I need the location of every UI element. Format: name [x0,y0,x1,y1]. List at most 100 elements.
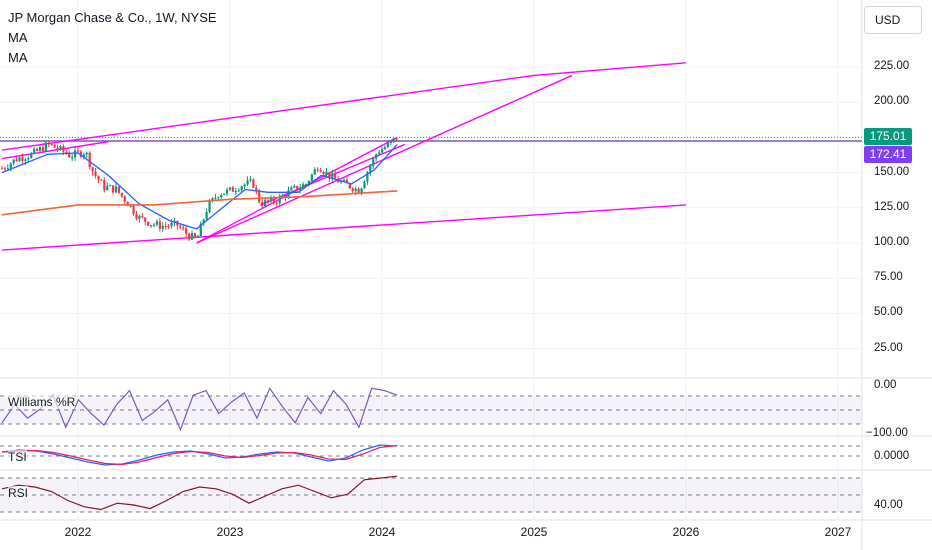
price-axis-tick: 50.00 [874,306,903,319]
candle-body [100,179,103,181]
candle-body [357,188,360,195]
candle-body [299,187,302,191]
candle-body [147,221,150,226]
candle-body [263,200,267,207]
candle-body [342,179,346,182]
candle-body [196,236,199,238]
candle-body [170,222,173,227]
candle-body [231,187,235,192]
candle-body [369,165,372,173]
candle-body [185,228,188,234]
candle-body [65,151,68,154]
candle-body [281,195,284,197]
candle-body [15,159,18,162]
candle-body [293,185,296,188]
price-axis-tick: 75.00 [874,271,903,284]
time-axis-tick: 2023 [216,525,244,539]
candle-body [38,147,42,151]
candle-body [205,211,208,220]
candle-body [380,149,384,153]
candle-body [269,197,273,202]
rsi-line [1,475,398,511]
tsi-line [1,444,398,466]
candle-body [339,181,343,183]
candle-body [331,173,334,179]
candle-body [129,205,132,207]
candle-body [9,163,12,169]
candle-body [27,158,30,160]
candle-body [310,174,313,182]
candle-body [85,152,88,155]
candle-body [111,185,115,193]
candle-body [167,226,170,228]
tsi-signal-line [1,444,398,466]
candle-body [103,180,106,190]
candle-body [71,157,74,159]
candle-body [138,215,141,219]
candle-body [307,181,311,185]
candle-body [351,188,354,192]
candle-body [325,171,328,175]
candle-body [345,179,349,184]
candle-body [47,142,50,145]
candle-body [301,184,305,188]
candle-body [287,190,290,198]
candle-body [59,146,62,150]
ma-price-tag: 172.41 [864,146,912,164]
candle-body [44,142,47,152]
candle-body [348,183,351,189]
symbol-title[interactable]: JP Morgan Chase & Co., 1W, NYSE [8,10,217,25]
candle-body [152,224,156,226]
candle-body [6,168,9,170]
candle-body [179,225,182,228]
ma-slow-line [1,190,398,216]
time-axis-tick: 2026 [672,525,700,539]
price-axis-tick: 125.00 [874,200,910,213]
candle-body [252,179,255,188]
candle-body [149,224,153,226]
trendline [1,204,687,251]
price-axis-tick: 200.00 [874,95,910,108]
candle-body [202,219,205,224]
price-axis-tick: 225.00 [874,60,910,72]
rsi-label[interactable]: RSI [8,486,29,500]
indicator-ma-1[interactable]: MA [8,30,28,45]
candle-body [50,144,53,146]
currency-button[interactable]: USD [864,6,922,34]
candle-body [284,195,287,198]
candle-body [278,196,281,204]
tsi-label[interactable]: TSI [8,450,27,464]
tsi-tick-0: 0.0000 [874,450,910,462]
candle-body [249,179,252,181]
candle-body [182,227,185,229]
candle-body [0,168,4,170]
candle-body [135,213,138,219]
candle-body [266,200,270,202]
candle-body [389,141,392,144]
candle-body [363,181,366,189]
candle-body [392,138,395,142]
candle-body [161,226,164,229]
candle-body [360,188,363,195]
candle-body [158,221,161,229]
candle-body [33,149,36,154]
candle-body [240,186,243,191]
candle-body [228,187,232,190]
candle-body [386,143,389,148]
candle-body [375,154,378,159]
trendline [1,74,535,151]
williams-tick-0: 0.00 [874,379,897,391]
price-axis-tick: 100.00 [874,236,910,248]
candle-body [91,167,94,172]
candle-body [383,147,387,150]
williams-tick-100: −100.00 [866,427,908,439]
candle-body [62,146,65,152]
williams-r-label[interactable]: Williams %R [8,395,76,409]
candle-body [109,185,112,187]
candle-body [18,157,21,162]
candle-body [88,152,91,168]
candle-body [225,189,229,194]
candle-body [275,202,278,204]
indicator-ma-2[interactable]: MA [8,50,28,65]
